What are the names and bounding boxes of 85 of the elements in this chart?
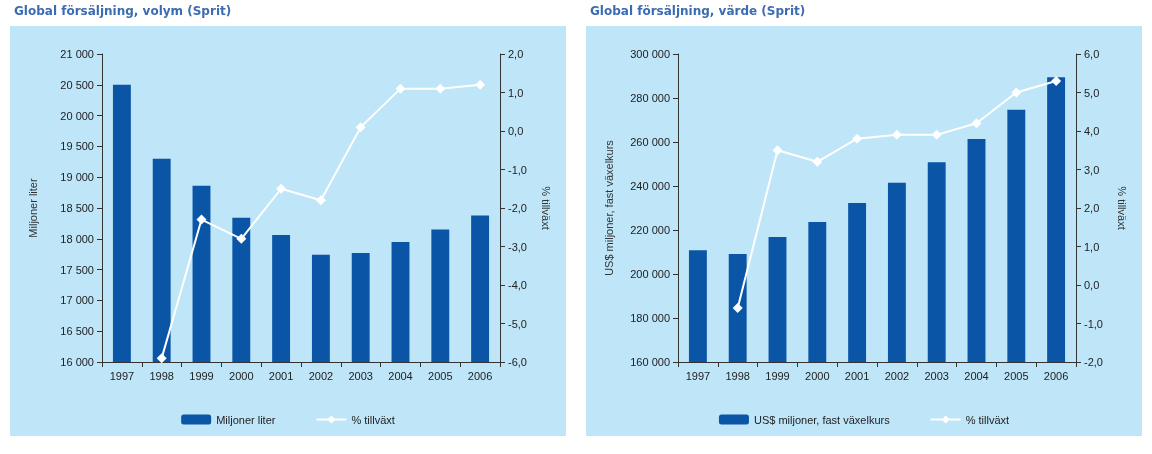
x-tick-label: 2003 — [924, 369, 949, 382]
point — [772, 145, 783, 156]
y-tick-label: 180 000 — [630, 312, 670, 324]
y-tick-label: 19 500 — [60, 140, 94, 153]
y2-tick-label: 0,0 — [508, 125, 524, 137]
y2-tick-label: 6,0 — [1084, 48, 1100, 60]
y2-tick-label: 1,0 — [508, 86, 524, 99]
x-tick-label: 2001 — [844, 369, 870, 382]
y2-tick-label: 2,0 — [508, 48, 524, 60]
point — [812, 156, 823, 167]
x-tick-label: 1997 — [685, 369, 711, 382]
x-tick-label: 1998 — [149, 369, 174, 382]
x-tick-label: 1998 — [725, 369, 750, 382]
x-tick-label: 1999 — [189, 369, 214, 382]
y2-tick-label: 4,0 — [1084, 125, 1100, 137]
y2-tick-label: -1,0 — [1084, 317, 1103, 330]
y2-tick-label: -4,0 — [508, 279, 527, 291]
y-tick-label: 17 000 — [60, 294, 94, 307]
y-tick-label: 200 000 — [630, 268, 670, 280]
y-tick-label: 18 000 — [60, 232, 94, 245]
y-axis-title: Miljoner liter — [26, 178, 39, 238]
point — [236, 233, 247, 244]
y-tick-label: 300 000 — [630, 48, 670, 60]
y-tick-label: 16 500 — [60, 325, 94, 338]
chart-title: Global försäljning, volym (Sprit) — [14, 4, 232, 18]
x-tick-label: 1999 — [765, 369, 790, 382]
point — [435, 83, 446, 94]
y2-tick-label: -2,0 — [508, 202, 527, 214]
x-tick-label: 2000 — [805, 369, 830, 382]
y-tick-label: 19 000 — [60, 171, 94, 184]
point — [852, 133, 863, 144]
point — [475, 79, 486, 90]
point — [732, 303, 743, 314]
y-axis-title: US$ miljoner, fast växelkurs — [602, 139, 615, 276]
point — [276, 183, 287, 194]
y2-axis-title: % tillväxt — [1115, 186, 1128, 230]
x-tick-label: 2004 — [964, 369, 989, 382]
x-tick-label: 2006 — [1043, 369, 1069, 382]
y-tick-label: 20 500 — [60, 78, 94, 91]
legend-label: % tillväxt — [965, 413, 1010, 426]
y2-tick-label: 3,0 — [1084, 163, 1100, 176]
x-tick-label: 2006 — [467, 369, 493, 382]
y-tick-label: 21 000 — [60, 48, 94, 60]
y-tick-label: 260 000 — [630, 136, 670, 148]
y-tick-label: 240 000 — [630, 180, 670, 192]
y2-tick-label: 5,0 — [1084, 86, 1100, 99]
y-tick-label: 17 500 — [60, 263, 94, 276]
y2-axis-title: % tillväxt — [539, 186, 552, 230]
y2-tick-label: 1,0 — [1084, 240, 1100, 253]
x-tick-label: 2002 — [308, 369, 334, 382]
y2-tick-label: -6,0 — [508, 356, 527, 368]
point — [156, 353, 167, 364]
x-tick-label: 2003 — [348, 369, 373, 382]
y-tick-label: 20 000 — [60, 109, 94, 122]
y2-tick-label: 0,0 — [1084, 279, 1100, 291]
point — [395, 83, 406, 94]
y2-tick-label: -5,0 — [508, 317, 527, 330]
chart-title: Global försäljning, värde (Sprit) — [590, 4, 806, 18]
y-tick-label: 18 500 — [60, 202, 94, 214]
y-tick-label: 16 000 — [60, 356, 94, 368]
point — [196, 214, 207, 225]
y2-tick-label: -2,0 — [1084, 356, 1103, 368]
point — [1011, 87, 1022, 98]
y-tick-label: 220 000 — [630, 224, 670, 236]
x-tick-label: 2005 — [1004, 369, 1029, 382]
x-tick-label: 2004 — [388, 369, 413, 382]
point — [355, 122, 366, 133]
y2-tick-label: -3,0 — [508, 240, 527, 253]
y-tick-label: 280 000 — [630, 92, 670, 104]
point — [315, 195, 326, 206]
x-tick-label: 2001 — [268, 369, 294, 382]
y2-tick-label: -1,0 — [508, 163, 527, 176]
x-tick-label: 2002 — [884, 369, 910, 382]
point — [971, 118, 982, 129]
point — [891, 129, 902, 140]
x-tick-label: 2005 — [428, 369, 453, 382]
y-tick-label: 160 000 — [630, 356, 670, 368]
x-tick-label: 2000 — [229, 369, 254, 382]
point — [1051, 75, 1062, 86]
point — [931, 129, 942, 140]
legend-label: US$ miljoner, fast växelkurs — [753, 413, 891, 426]
x-tick-label: 1997 — [109, 369, 135, 382]
legend-label: Miljoner liter — [216, 413, 276, 426]
y2-tick-label: 2,0 — [1084, 202, 1100, 214]
legend-label: % tillväxt — [351, 413, 395, 426]
